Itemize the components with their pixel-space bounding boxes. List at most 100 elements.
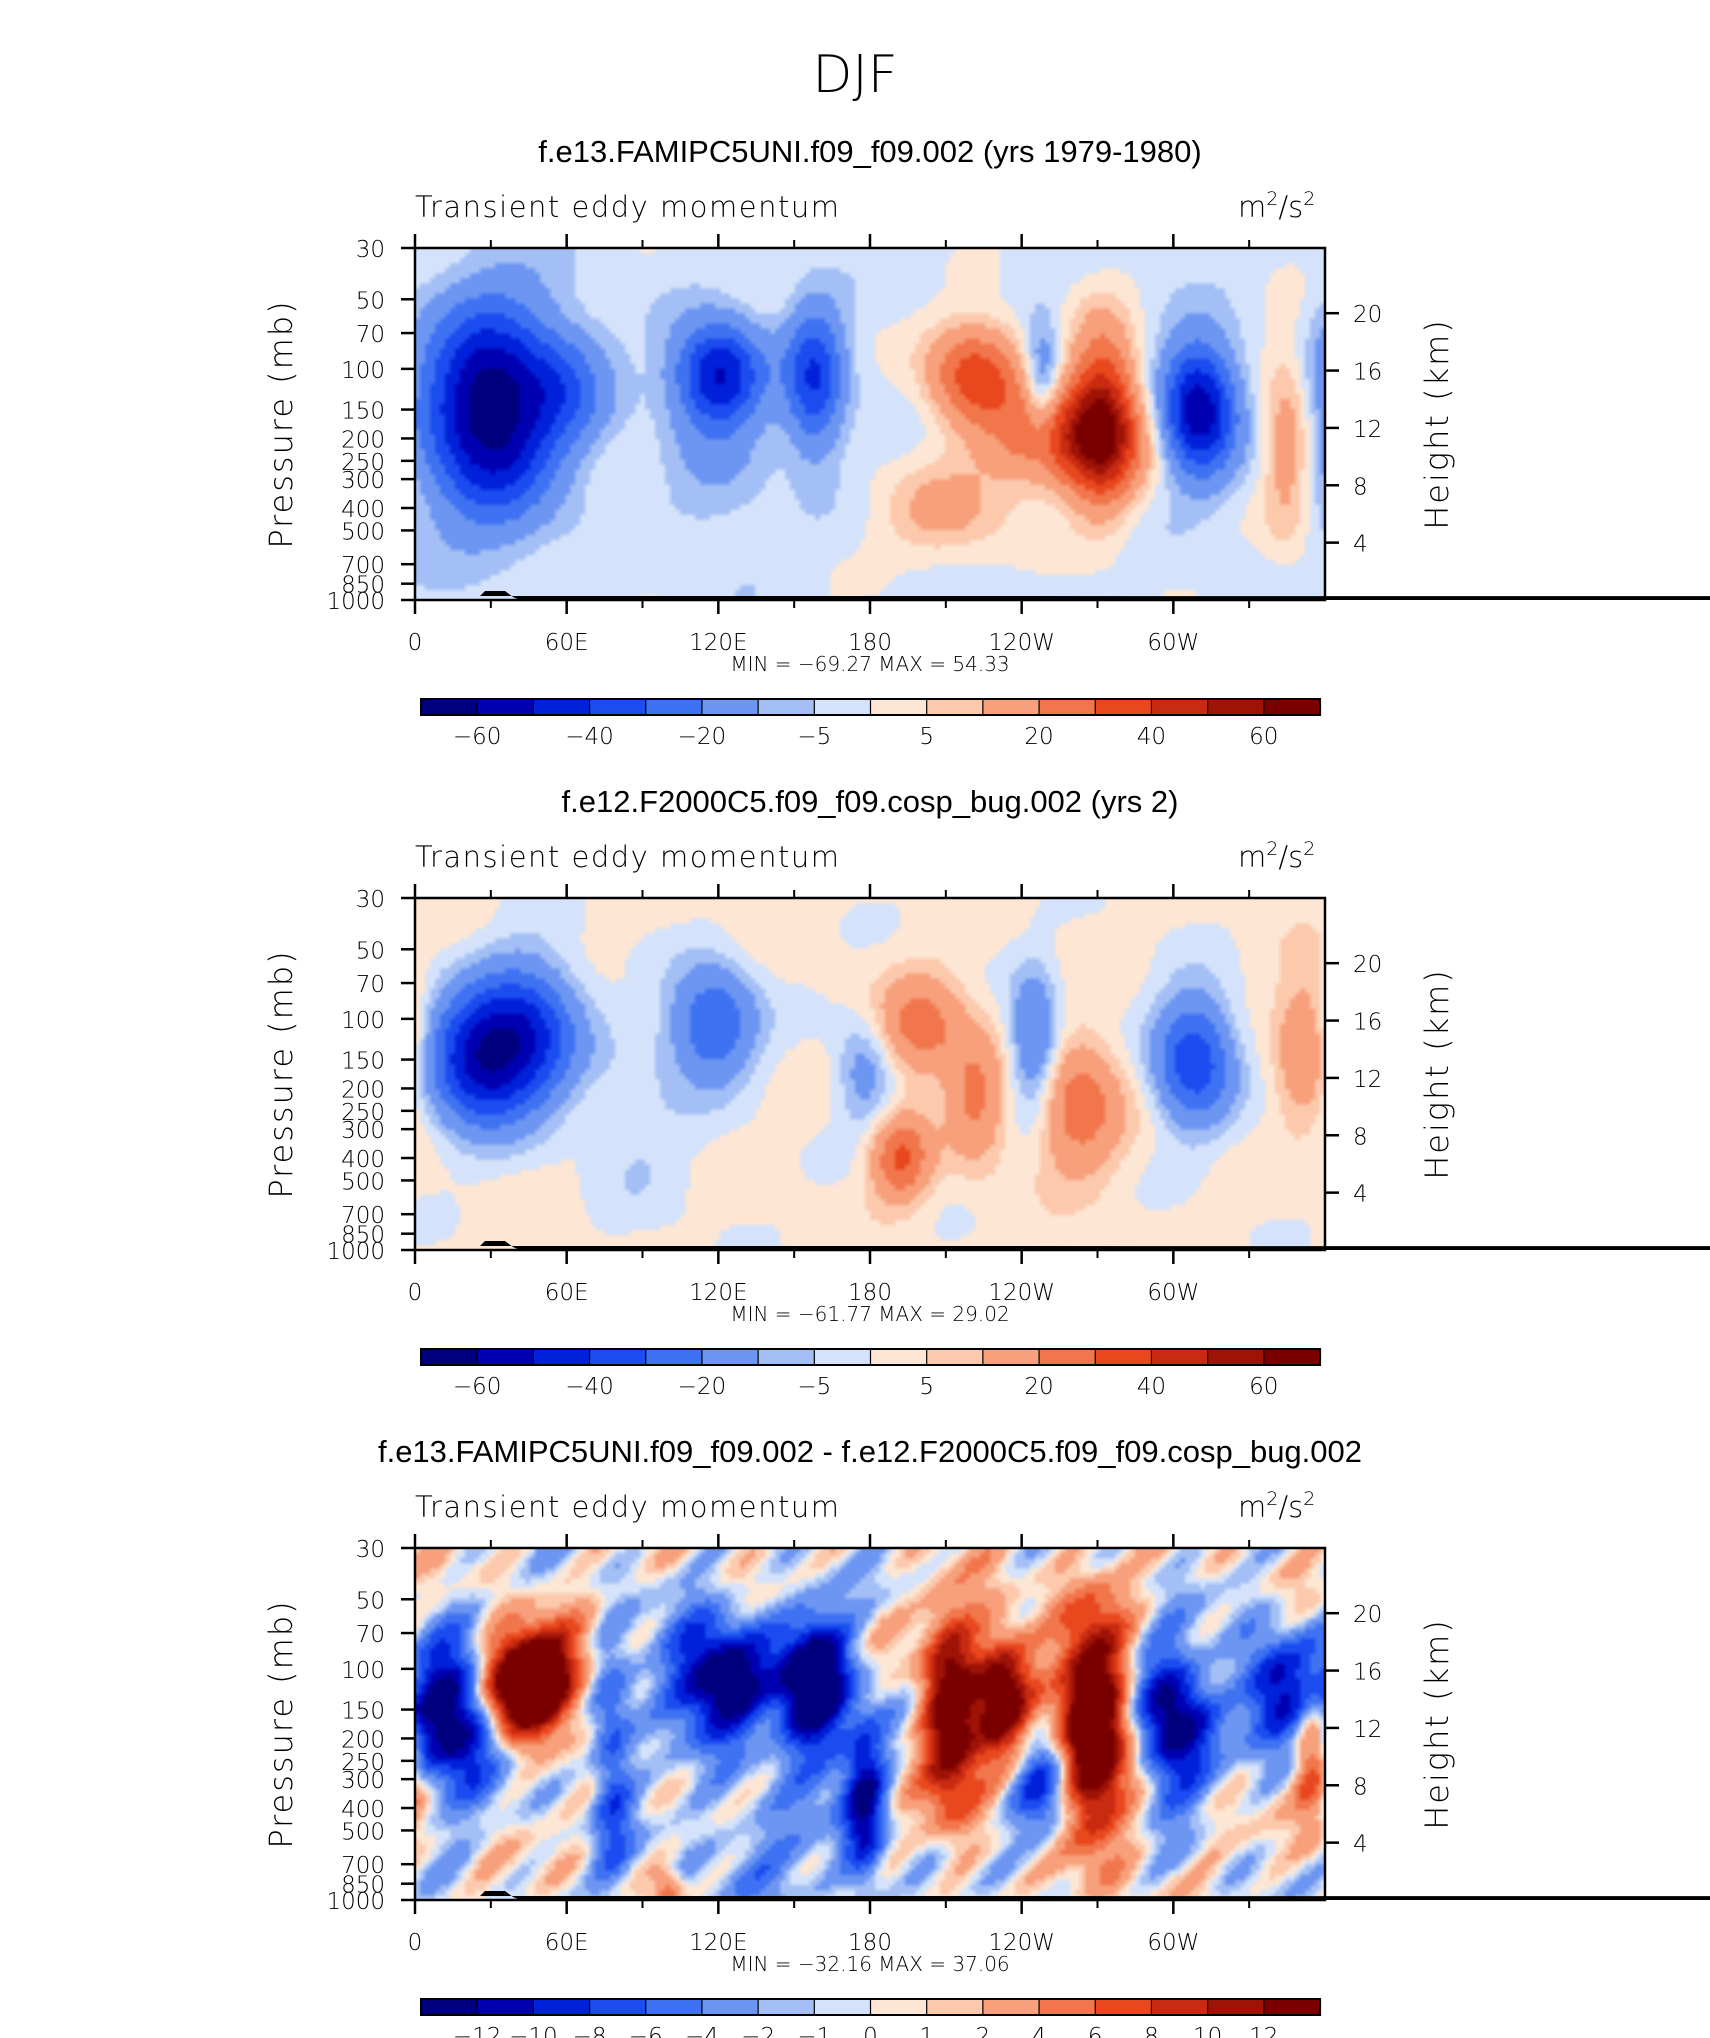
colorbar-label: −1 xyxy=(797,2024,831,2038)
colorbar-swatch xyxy=(1207,1348,1265,1366)
topography xyxy=(450,591,1710,600)
colorbar-swatch xyxy=(869,1348,928,1366)
colorbar-swatch xyxy=(701,1348,760,1366)
h-tick-label: 20 xyxy=(1353,1602,1382,1628)
colorbar-swatch xyxy=(420,1998,479,2016)
h-tick-label: 20 xyxy=(1353,952,1382,978)
colorbar-label: −60 xyxy=(453,724,502,750)
x-tick-label: 60E xyxy=(545,1930,589,1956)
p-tick-label: 500 xyxy=(341,1819,385,1845)
colorbar-swatch xyxy=(926,1998,984,2016)
colorbar-label: 5 xyxy=(919,1374,934,1400)
colorbar-swatch xyxy=(1207,1998,1265,2016)
colorbar-swatch xyxy=(926,1348,984,1366)
colorbar-swatch xyxy=(476,1348,535,1366)
colorbar-swatch xyxy=(813,698,872,716)
colorbar-swatch xyxy=(645,1998,704,2016)
colorbar-swatch xyxy=(1038,1348,1097,1366)
colorbar-swatch xyxy=(982,698,1041,716)
p-tick-label: 500 xyxy=(341,519,385,545)
p-tick-label: 150 xyxy=(341,1049,385,1075)
p-tick-label: 400 xyxy=(341,1147,385,1173)
colorbar-swatch xyxy=(476,698,535,716)
colorbar-label: −40 xyxy=(565,1374,614,1400)
p-tick-label: 400 xyxy=(341,497,385,523)
topography xyxy=(450,1241,1710,1250)
x-tick-label: 0 xyxy=(408,1280,423,1306)
colorbar-swatch xyxy=(757,698,816,716)
x-tick-label: 120W xyxy=(988,1930,1055,1956)
x-tick-label: 60W xyxy=(1147,630,1199,656)
colorbar-label: 60 xyxy=(1249,724,1278,750)
colorbar-swatch xyxy=(476,1998,535,2016)
p-tick-label: 100 xyxy=(341,358,385,384)
x-tick-label: 0 xyxy=(408,630,423,656)
colorbar-label: −8 xyxy=(573,2024,607,2038)
x-tick-label: 180 xyxy=(848,1280,892,1306)
colorbar-label: −6 xyxy=(629,2024,663,2038)
colorbar-label: −4 xyxy=(685,2024,719,2038)
colorbar-label: 0 xyxy=(863,2024,878,2038)
p-tick-label: 1000 xyxy=(326,1889,385,1915)
h-tick-label: 20 xyxy=(1353,302,1382,328)
p-tick-label: 150 xyxy=(341,399,385,425)
h-tick-label: 8 xyxy=(1353,474,1368,500)
colorbar-label: −60 xyxy=(453,1374,502,1400)
x-tick-label: 0 xyxy=(408,1930,423,1956)
colorbar-swatch xyxy=(1094,1348,1153,1366)
colorbar-label: −12 xyxy=(453,2024,502,2038)
colorbar-swatch xyxy=(869,1998,928,2016)
p-tick-label: 1000 xyxy=(326,589,385,615)
colorbar-frame xyxy=(420,1348,1321,1366)
y2-axis-label: Height (km) xyxy=(1418,318,1456,530)
colorbar-label: 6 xyxy=(1088,2024,1103,2038)
colorbar-swatch xyxy=(532,698,591,716)
colorbar-label: −5 xyxy=(797,724,831,750)
units-label: m2/s2 xyxy=(1238,1488,1315,1524)
p-tick-label: 700 xyxy=(341,1203,385,1229)
colorbar-swatch xyxy=(757,1998,816,2016)
figure-title: DJF xyxy=(812,45,897,105)
p-tick-label: 250 xyxy=(341,1750,385,1776)
colorbar-swatch xyxy=(645,1348,704,1366)
panel-2: f.e12.F2000C5.f09_f09.cosp_bug.002 (yrs … xyxy=(262,784,1710,1400)
h-tick-label: 16 xyxy=(1353,1660,1382,1686)
heatmap-field xyxy=(415,248,1325,600)
p-tick-label: 1000 xyxy=(326,1239,385,1265)
panel-subtitle: Transient eddy momentum xyxy=(415,1490,841,1524)
colorbar-label: 40 xyxy=(1137,1374,1166,1400)
colorbar-swatch xyxy=(926,698,984,716)
colorbar-swatch xyxy=(982,1348,1041,1366)
colorbar-label: 8 xyxy=(1144,2024,1159,2038)
x-tick-label: 180 xyxy=(848,1930,892,1956)
h-tick-label: 4 xyxy=(1353,1182,1368,1208)
colorbar-swatch xyxy=(588,698,647,716)
h-tick-label: 12 xyxy=(1353,1717,1382,1743)
colorbar-label: −2 xyxy=(741,2024,775,2038)
topography xyxy=(450,1891,1710,1900)
y-axis-label: Pressure (mb) xyxy=(262,1599,300,1848)
x-tick-label: 120W xyxy=(988,1280,1055,1306)
units-label: m2/s2 xyxy=(1238,838,1315,874)
colorbar-swatch xyxy=(982,1998,1041,2016)
p-tick-label: 850 xyxy=(341,573,385,599)
p-tick-label: 100 xyxy=(341,1008,385,1034)
h-tick-label: 12 xyxy=(1353,1067,1382,1093)
colorbar-swatch xyxy=(1207,698,1265,716)
panel-3: f.e13.FAMIPC5UNI.f09_f09.002 - f.e12.F20… xyxy=(262,1434,1710,2038)
colorbar-label: 20 xyxy=(1024,724,1053,750)
x-tick-label: 120E xyxy=(689,1930,747,1956)
h-tick-label: 8 xyxy=(1353,1774,1368,1800)
colorbar-frame xyxy=(420,698,1321,716)
colorbar-swatch xyxy=(1263,1348,1322,1366)
colorbar-label: −10 xyxy=(509,2024,558,2038)
p-tick-label: 200 xyxy=(341,1727,385,1753)
min-max-label: MIN = −32.16 MAX = 37.06 xyxy=(730,1952,1009,1976)
colorbar-swatch xyxy=(1038,1998,1097,2016)
y-axis-label: Pressure (mb) xyxy=(262,949,300,1198)
p-tick-label: 400 xyxy=(341,1797,385,1823)
colorbar-label: −40 xyxy=(565,724,614,750)
panel-title: f.e13.FAMIPC5UNI.f09_f09.002 (yrs 1979-1… xyxy=(538,134,1201,169)
colorbar-swatch xyxy=(1150,1998,1209,2016)
